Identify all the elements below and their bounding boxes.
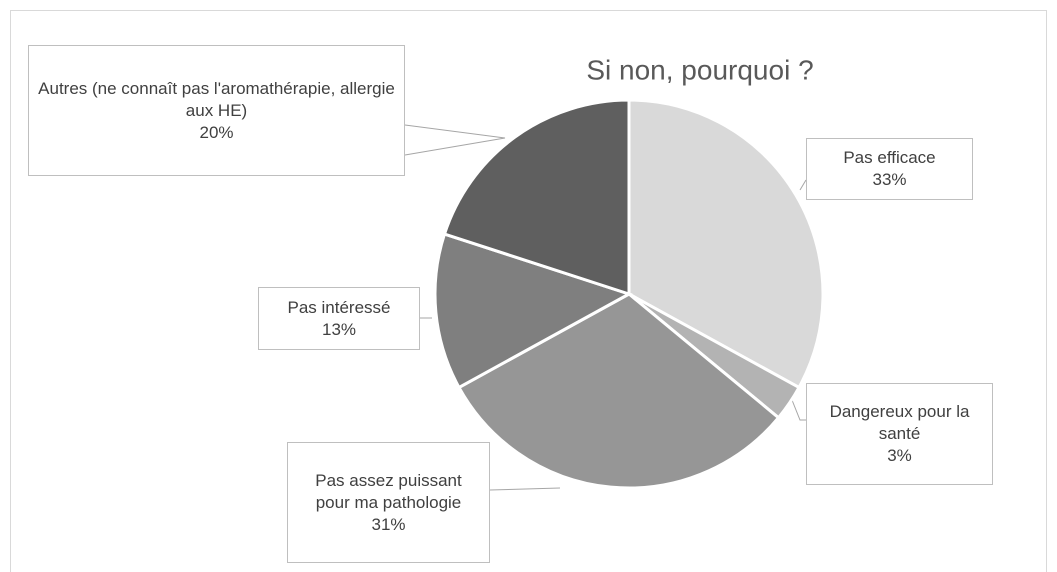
label-value: 13% [321, 319, 357, 339]
label-category: Pas intéressé [287, 297, 391, 317]
data-label: Pas intéressé 13% [258, 287, 420, 350]
label-value: 3% [887, 446, 912, 465]
pie-slice [442, 98, 631, 297]
label-category: Pas assez puissant pour ma pathologie [315, 470, 462, 512]
leader-lines [404, 124, 807, 491]
label-value: 20% [199, 122, 234, 142]
label-category: Pas efficace [843, 148, 936, 167]
label-category: Dangereux pour la santé [829, 402, 970, 443]
data-label: Pas assez puissant pour ma pathologie 31% [287, 442, 490, 563]
leader-line [799, 179, 807, 191]
leader-line [404, 124, 506, 156]
data-label: Pas efficace 33% [806, 138, 973, 200]
leader-line [789, 394, 806, 421]
label-value: 33% [872, 170, 907, 189]
leader-line [489, 487, 561, 491]
frame [10, 10, 1047, 572]
pie-slice [456, 292, 781, 490]
pie-slice [627, 98, 825, 390]
pie-slice [433, 232, 633, 390]
data-label: Autres (ne connaît pas l'aromathérapie, … [28, 45, 405, 176]
label-category: Autres (ne connaît pas l'aromathérapie, … [38, 78, 395, 120]
label-value: 31% [371, 514, 406, 534]
data-label: Dangereux pour la santé 3% [806, 383, 993, 485]
chart-title: Si non, pourquoi ? [586, 54, 813, 85]
